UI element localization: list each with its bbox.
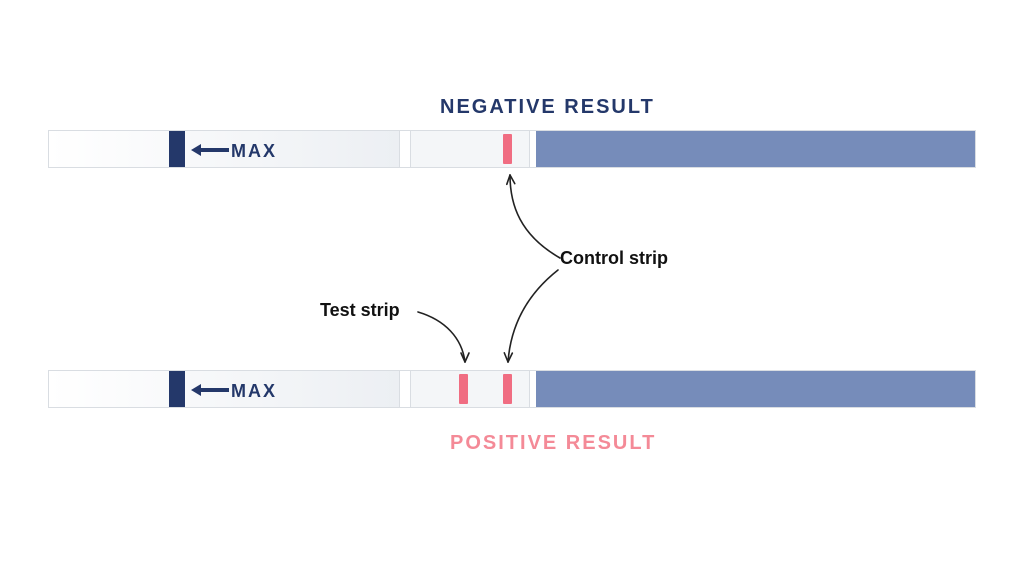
strip-result-window (410, 371, 530, 407)
positive-result-title: POSITIVE RESULT (450, 432, 656, 455)
negative-result-title: NEGATIVE RESULT (440, 96, 655, 119)
control-band (503, 374, 512, 404)
control-strip-label: Control strip (560, 248, 668, 269)
max-label: MAX (231, 381, 277, 402)
arrow-left-icon (191, 384, 229, 396)
max-fill-marker (169, 131, 185, 167)
test-strip-label: Test strip (320, 300, 400, 321)
strip-body (536, 131, 975, 167)
test-strip-positive: MAX (48, 370, 976, 408)
diagram-stage: NEGATIVE RESULT POSITIVE RESULT MAX MAX … (0, 0, 1024, 576)
test-band (459, 374, 468, 404)
annotation-arrows (0, 0, 1024, 576)
max-fill-marker (169, 371, 185, 407)
control-band (503, 134, 512, 164)
strip-body (536, 371, 975, 407)
strip-result-window (410, 131, 530, 167)
arrow-left-icon (191, 144, 229, 156)
strip-gap (400, 131, 410, 167)
test-strip-negative: MAX (48, 130, 976, 168)
max-label: MAX (231, 141, 277, 162)
strip-gap (400, 371, 410, 407)
